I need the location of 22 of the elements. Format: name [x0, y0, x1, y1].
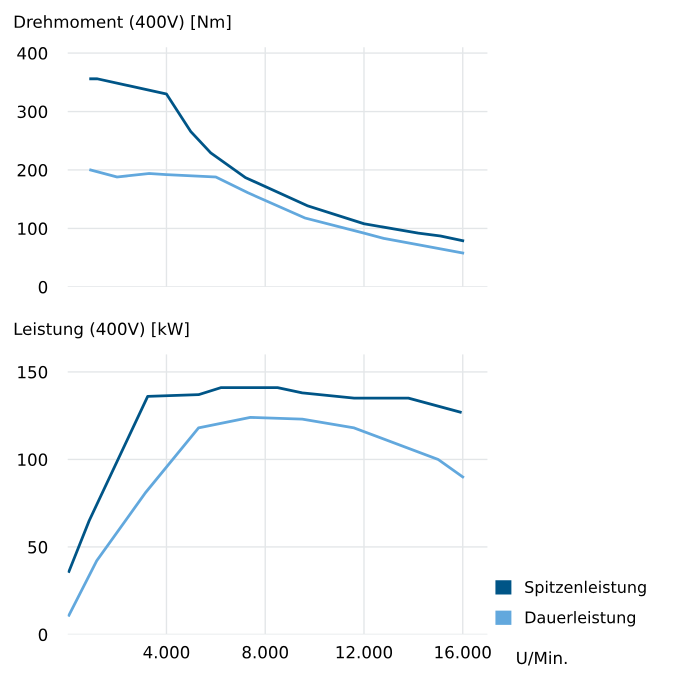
y-tick-label: 50	[28, 540, 48, 554]
y-tick-label: 400	[17, 47, 48, 60]
x-tick-label: 8.000	[242, 646, 288, 659]
y-tick-label: 100	[18, 222, 48, 235]
x-tick-label: 4.000	[143, 646, 190, 659]
x-tick-label: 12.000	[336, 646, 392, 659]
line-series	[68, 386, 462, 573]
legend-label: Spitzenleistung	[525, 580, 646, 596]
x-axis-title: U/Min.	[517, 651, 567, 666]
y-tick-label: 200	[18, 164, 48, 177]
x-tick-label: 16.000	[435, 646, 491, 659]
legend-label: Dauerleistung	[526, 611, 635, 627]
line-series	[89, 168, 464, 254]
y-tick-label: 150	[18, 366, 48, 378]
y-tick-label: 0	[38, 280, 48, 294]
line-series	[89, 77, 464, 242]
chart-title: Leistung (400V) [kW]	[14, 322, 188, 338]
y-tick-label: 0	[38, 628, 48, 642]
y-tick-label: 300	[18, 106, 48, 118]
chart-title: Drehmoment (400V) [Nm]	[14, 15, 230, 30]
y-tick-label: 100	[18, 453, 48, 466]
line-series	[68, 416, 464, 617]
